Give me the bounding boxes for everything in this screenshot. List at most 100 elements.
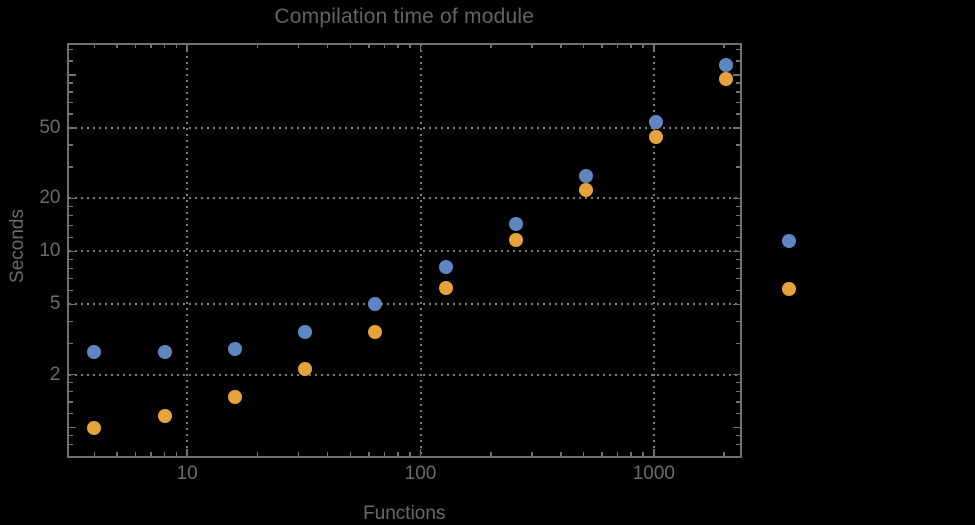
data-point-series-1-blue (157, 344, 172, 359)
left-tick (68, 412, 73, 415)
h-gridline (68, 373, 740, 376)
left-tick (68, 224, 73, 227)
left-tick (68, 197, 76, 199)
data-point-series-2-orange (87, 420, 102, 435)
v-gridline (652, 44, 655, 456)
right-tick (736, 342, 740, 345)
data-point-series-2-orange (649, 130, 664, 145)
right-tick (736, 144, 740, 146)
x-tick-label: 10 (176, 463, 198, 484)
h-gridline (68, 127, 740, 130)
bottom-tick (349, 452, 352, 456)
left-tick (68, 373, 76, 376)
top-tick (490, 44, 492, 48)
top-tick (134, 44, 137, 48)
v-gridline (419, 44, 422, 456)
y-tick-label: 20 (39, 187, 61, 209)
top-tick (630, 44, 632, 48)
data-point-series-1-blue (368, 297, 383, 312)
top-tick (531, 44, 533, 48)
bottom-tick (150, 452, 152, 456)
top-tick (150, 44, 152, 48)
left-tick (68, 113, 73, 115)
top-tick (383, 44, 386, 48)
bottom-tick (723, 452, 725, 456)
top-tick (326, 44, 329, 48)
y-tick-label: 2 (49, 363, 61, 385)
right-tick (736, 277, 740, 280)
data-point-series-2-orange (368, 324, 383, 339)
left-tick (68, 82, 73, 84)
data-point-series-1-blue (438, 259, 453, 274)
h-gridline (68, 197, 740, 200)
top-tick (601, 44, 603, 48)
left-tick (68, 166, 73, 168)
left-tick (68, 426, 76, 429)
bottom-tick (601, 452, 603, 456)
left-tick (68, 205, 73, 208)
right-tick (736, 214, 740, 217)
left-tick (68, 214, 73, 217)
right-tick (736, 412, 740, 415)
top-tick (653, 44, 655, 51)
right-tick (736, 434, 740, 437)
left-tick (68, 74, 76, 76)
right-tick (736, 60, 740, 62)
right-tick (736, 320, 740, 323)
plot-frame (67, 42, 742, 458)
bottom-tick (490, 452, 492, 456)
left-tick (68, 342, 73, 345)
bottom-tick (409, 452, 411, 456)
left-tick (68, 443, 73, 446)
left-tick (68, 289, 73, 292)
data-point-series-1-blue (298, 324, 313, 339)
top-tick (409, 44, 411, 48)
left-tick (68, 236, 73, 239)
left-tick (68, 381, 73, 384)
right-tick (736, 401, 740, 403)
top-tick (397, 44, 399, 48)
legend-marker-series-2-orange (782, 281, 796, 296)
top-tick (186, 44, 188, 51)
left-tick (68, 60, 73, 62)
right-tick (733, 250, 740, 253)
left-tick (68, 91, 73, 93)
top-tick (723, 44, 725, 48)
h-gridline (68, 303, 740, 306)
bottom-tick (134, 452, 137, 456)
bottom-tick (93, 452, 96, 456)
top-tick (297, 44, 300, 48)
bottom-tick (531, 452, 533, 456)
right-tick (733, 373, 740, 376)
bottom-tick (256, 452, 259, 456)
data-point-series-1-blue (579, 168, 593, 183)
left-tick (68, 250, 76, 253)
right-tick (736, 166, 740, 168)
left-tick (68, 127, 76, 129)
bottom-tick (368, 452, 370, 456)
right-tick (736, 91, 740, 93)
bottom-tick (186, 449, 188, 456)
bottom-tick (383, 452, 386, 456)
data-point-series-2-orange (719, 72, 734, 87)
right-tick (736, 48, 740, 51)
data-point-series-2-orange (157, 408, 172, 423)
right-tick (733, 127, 740, 129)
bottom-tick (630, 452, 632, 456)
top-tick (582, 44, 585, 48)
bottom-tick (560, 452, 562, 456)
data-point-series-2-orange (508, 232, 523, 247)
right-tick (733, 197, 740, 199)
chart-title: Compilation time of module (274, 5, 535, 28)
x-tick-label: 100 (404, 463, 437, 484)
right-tick (736, 101, 740, 104)
left-tick (68, 277, 73, 280)
bottom-tick (297, 452, 300, 456)
top-tick (256, 44, 259, 48)
left-tick (68, 267, 73, 270)
x-axis-label: Functions (363, 503, 446, 524)
right-tick (736, 289, 740, 292)
bottom-tick (582, 452, 585, 456)
right-tick (733, 303, 740, 306)
right-tick (733, 74, 740, 76)
